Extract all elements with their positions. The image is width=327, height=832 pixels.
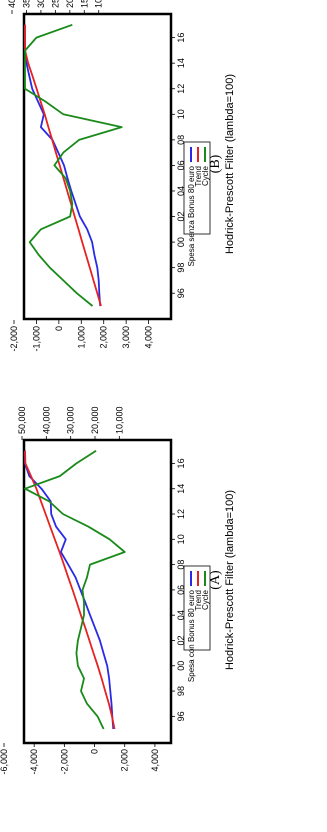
legend-label: Cycle xyxy=(201,165,210,186)
panel-b-legend: Spesa senza Bonus 80 euro Trend Cycle xyxy=(183,141,211,267)
x-axis-tick-label: 96 xyxy=(176,711,186,721)
x-axis-tick-label: 06 xyxy=(176,585,186,595)
panel-a-right-axis: 50,000 40,000 30,000 20,000 10,000 xyxy=(17,406,124,440)
right-axis-tick-label: 35,000 xyxy=(21,0,31,8)
x-axis-tick-label: 04 xyxy=(176,186,186,196)
cycle-series-line xyxy=(24,23,123,307)
x-axis-tick-label: 98 xyxy=(176,263,186,273)
right-axis-tick-label: 40,000 xyxy=(7,0,17,8)
left-axis-tick-label: 4,000 xyxy=(144,326,154,349)
left-axis-tick-label: -6,000 xyxy=(0,749,9,775)
right-axis-tick-label: 30,000 xyxy=(36,0,46,8)
trend-series-line xyxy=(24,24,102,307)
panel-a-legend: Spesa con Bonus 80 euro Trend Cycle xyxy=(183,565,211,682)
x-axis-tick-label: 12 xyxy=(176,509,186,519)
x-axis-tick-label: 02 xyxy=(176,212,186,222)
panel-b-title: Hodrick-Prescott Filter (lambda=100) xyxy=(224,74,236,254)
panel-b-right-axis: 40,000 35,000 30,000 25,000 20,000 15,000 10,0… xyxy=(7,0,104,14)
panel-a-left-axis: 4,000 2,000 0 -2,000 -4,000 -6,000 xyxy=(0,743,160,775)
left-axis-tick-label: 3,000 xyxy=(121,326,131,349)
x-axis-tick-label: 02 xyxy=(176,635,186,645)
x-axis-tick-label: 98 xyxy=(176,686,186,696)
x-axis-tick-label: 96 xyxy=(176,288,186,298)
spending-series-line xyxy=(24,24,102,307)
panel-a-plot-frame xyxy=(22,438,173,745)
panel-a-series xyxy=(24,450,126,730)
panel-b: (B) Hodrick-Prescott Filter (lambda=100)… xyxy=(7,0,236,352)
right-axis-tick-label: 40,000 xyxy=(41,406,51,434)
legend-label: Cycle xyxy=(201,589,210,610)
left-axis-tick-label: 2,000 xyxy=(120,749,130,772)
right-axis-tick-label: 20,000 xyxy=(90,406,100,434)
panel-b-left-axis: 4,000 3,000 2,000 1,000 0 -1,000 -2,000 xyxy=(9,320,154,352)
right-axis-tick-label: 15,000 xyxy=(79,0,89,8)
left-axis-tick-label: 1,000 xyxy=(76,326,86,349)
x-axis-tick-label: 16 xyxy=(176,458,186,468)
legend-label: Trend xyxy=(194,166,203,187)
x-axis-tick-label: 00 xyxy=(176,237,186,247)
x-axis-tick-label: 08 xyxy=(176,560,186,570)
spending-series-line xyxy=(24,450,115,730)
panel-a-title: Hodrick-Prescott Filter (lambda=100) xyxy=(224,490,236,670)
x-axis-tick-label: 14 xyxy=(176,58,186,68)
right-axis-tick-label: 20,000 xyxy=(65,0,75,8)
left-axis-tick-label: 4,000 xyxy=(150,749,160,772)
right-axis-tick-label: 10,000 xyxy=(114,406,124,434)
left-axis-tick-label: 0 xyxy=(90,749,100,754)
x-axis-tick-label: 14 xyxy=(176,484,186,494)
right-axis-tick-label: 25,000 xyxy=(50,0,60,8)
trend-series-line xyxy=(24,450,116,730)
panel-b-plot-frame xyxy=(22,12,173,321)
panel-b-label: (B) xyxy=(208,154,223,173)
left-axis-tick-label: -1,000 xyxy=(31,326,41,352)
legend-label: Spesa con Bonus 80 euro xyxy=(187,589,196,682)
legend-label: Trend xyxy=(194,590,203,611)
x-axis-tick-label: 16 xyxy=(176,33,186,43)
x-axis-tick-label: 06 xyxy=(176,160,186,170)
panel-a-label: (A) xyxy=(208,570,223,590)
x-axis-tick-label: 10 xyxy=(176,109,186,119)
right-axis-tick-label: 30,000 xyxy=(66,406,76,434)
panel-a-x-axis: 96 98 00 02 04 06 08 10 12 14 16 xyxy=(171,458,186,721)
right-axis-tick-label: 50,000 xyxy=(17,406,27,434)
left-axis-tick-label: 0 xyxy=(54,326,64,331)
x-axis-tick-label: 10 xyxy=(176,534,186,544)
panel-b-series xyxy=(24,23,123,307)
x-axis-tick-label: 00 xyxy=(176,661,186,671)
legend-label: Spesa senza Bonus 80 euro xyxy=(187,165,196,266)
left-axis-tick-label: -2,000 xyxy=(59,749,69,775)
right-axis-tick-label: 10,000 xyxy=(94,0,104,8)
panel-a: (A) Hodrick-Prescott Filter (lambda=100)… xyxy=(0,406,236,774)
panel-b-x-axis: 96 98 00 02 04 06 08 10 12 14 16 xyxy=(171,33,186,298)
left-axis-tick-label: -4,000 xyxy=(29,749,39,775)
cycle-series-line xyxy=(24,450,126,730)
left-axis-tick-label: -2,000 xyxy=(9,326,19,352)
left-axis-tick-label: 2,000 xyxy=(99,326,109,349)
x-axis-tick-label: 04 xyxy=(176,610,186,620)
x-axis-tick-label: 08 xyxy=(176,135,186,145)
x-axis-tick-label: 12 xyxy=(176,84,186,94)
